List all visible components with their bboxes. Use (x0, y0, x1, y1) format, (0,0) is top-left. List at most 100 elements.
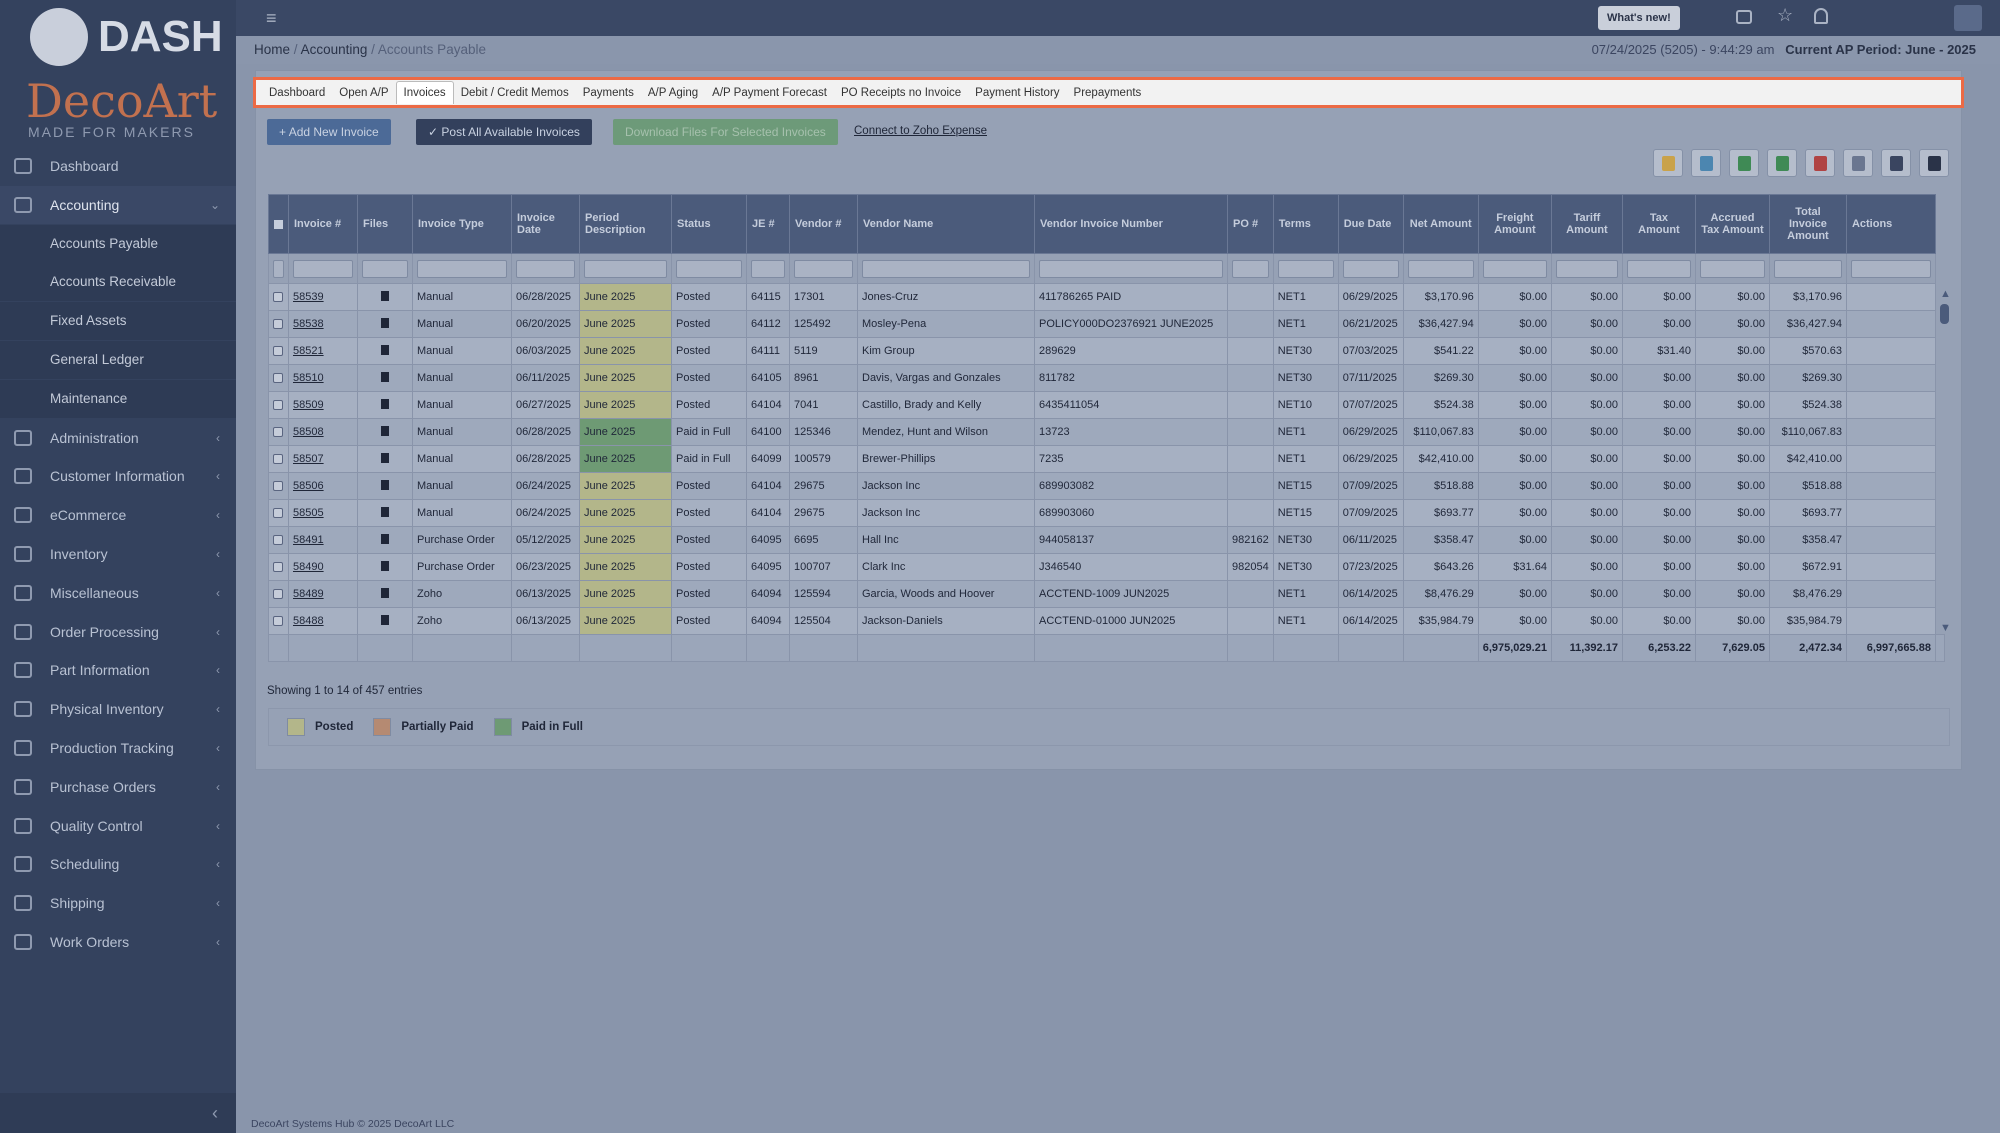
column-header[interactable]: Invoice # (288, 194, 358, 254)
tool-button[interactable] (1691, 149, 1721, 177)
filter-input[interactable] (676, 259, 742, 278)
collapse[interactable]: ‹ (0, 1093, 236, 1133)
filter-input[interactable] (751, 259, 785, 278)
select-all[interactable] (268, 194, 289, 254)
tool-button[interactable] (1729, 149, 1759, 177)
menu-item[interactable]: Purchase Orders ‹ (0, 768, 236, 806)
tab[interactable]: Invoices (395, 81, 454, 104)
invoice-link[interactable]: 58521 (293, 345, 324, 357)
file-icon[interactable] (381, 560, 389, 571)
filter-input[interactable] (1039, 259, 1223, 278)
menu-item[interactable]: Quality Control ‹ (0, 807, 236, 845)
post-invoices[interactable]: ✓ Post All Available Invoices (416, 119, 592, 145)
file-icon[interactable] (381, 425, 389, 436)
tool-button[interactable] (1919, 149, 1949, 177)
column-header[interactable]: Vendor Invoice Number (1034, 194, 1228, 254)
filter-input[interactable] (516, 259, 575, 278)
file-icon[interactable] (381, 452, 389, 463)
zoho-link[interactable]: Connect to Zoho Expense (854, 125, 987, 137)
invoice-link[interactable]: 58505 (293, 507, 324, 519)
file-icon[interactable] (381, 290, 389, 301)
menu-item[interactable]: Physical Inventory ‹ (0, 690, 236, 728)
logout[interactable] (1954, 5, 1982, 31)
row-checkbox[interactable] (273, 589, 283, 599)
column-header[interactable]: Files (357, 194, 413, 254)
tool-button[interactable] (1767, 149, 1797, 177)
filter-input[interactable] (794, 259, 853, 278)
file-icon[interactable] (381, 398, 389, 409)
invoice-link[interactable]: 58506 (293, 480, 324, 492)
submenu-item[interactable]: Accounts Receivable (0, 263, 236, 302)
invoice-link[interactable]: 58510 (293, 372, 324, 384)
column-header[interactable]: Invoice Date (511, 194, 580, 254)
filter-input[interactable] (362, 259, 408, 278)
column-header[interactable]: Tariff Amount (1550, 194, 1623, 254)
file-icon[interactable] (381, 587, 389, 598)
column-header[interactable]: Accrued Tax Amount (1694, 194, 1770, 254)
filter-input[interactable] (273, 259, 284, 278)
filter-input[interactable] (1407, 259, 1474, 278)
filter-input[interactable] (417, 259, 507, 278)
column-header[interactable]: Due Date (1337, 194, 1404, 254)
invoice-link[interactable]: 58509 (293, 399, 324, 411)
filter-input[interactable] (584, 259, 667, 278)
column-header[interactable]: Invoice Type (412, 194, 512, 254)
crumb[interactable]: Home (254, 42, 291, 57)
file-icon[interactable] (381, 344, 389, 355)
row-checkbox[interactable] (273, 481, 283, 491)
column-header[interactable]: Vendor Name (857, 194, 1035, 254)
menu-item[interactable]: Inventory ‹ (0, 535, 236, 573)
file-icon[interactable] (381, 479, 389, 490)
tab[interactable]: A/P Aging (647, 86, 699, 99)
tab[interactable]: Prepayments (1073, 86, 1142, 99)
filter-input[interactable] (293, 259, 353, 278)
row-checkbox[interactable] (273, 535, 283, 545)
menu-item[interactable]: Accounting ⌄ (0, 185, 236, 224)
tab[interactable]: Payments (582, 86, 634, 99)
row-checkbox[interactable] (273, 454, 283, 464)
submenu-item[interactable]: General Ledger (0, 341, 236, 379)
filter-input[interactable] (1277, 259, 1334, 278)
column-header[interactable]: Tax Amount (1621, 194, 1696, 254)
tab[interactable]: A/P Payment Forecast (712, 86, 827, 99)
submenu-item[interactable]: Maintenance (0, 379, 236, 418)
filter-input[interactable] (1482, 259, 1547, 278)
column-header[interactable]: Period Description (579, 194, 672, 254)
file-icon[interactable] (381, 614, 389, 625)
tab[interactable]: Debit / Credit Memos (460, 86, 569, 99)
file-icon[interactable] (381, 317, 389, 328)
column-header[interactable]: PO # (1227, 194, 1274, 254)
tool-button[interactable] (1653, 149, 1683, 177)
invoice-link[interactable]: 58489 (293, 588, 324, 600)
scroll-up[interactable]: ▲ (1940, 288, 1951, 300)
tab[interactable]: Payment History (975, 86, 1060, 99)
row-checkbox[interactable] (273, 319, 283, 329)
invoice-link[interactable]: 58491 (293, 534, 324, 546)
filter-input[interactable] (862, 259, 1030, 278)
filter-input[interactable] (1699, 259, 1765, 278)
filter-input[interactable] (1342, 259, 1399, 278)
menu-item[interactable]: Administration ‹ (0, 419, 236, 457)
invoice-link[interactable]: 58539 (293, 291, 324, 303)
tab[interactable]: PO Receipts no Invoice (841, 86, 962, 99)
file-icon[interactable] (381, 506, 389, 517)
menu-item[interactable]: Part Information ‹ (0, 651, 236, 689)
submenu-item[interactable]: Fixed Assets (0, 302, 236, 341)
invoice-link[interactable]: 58507 (293, 453, 324, 465)
row-checkbox[interactable] (273, 346, 283, 356)
submenu-item[interactable]: Accounts Payable (0, 224, 236, 263)
menu-item[interactable]: Miscellaneous ‹ (0, 574, 236, 612)
column-header[interactable]: Actions (1845, 194, 1936, 254)
menu-item[interactable]: Dashboard (0, 147, 236, 185)
row-checkbox[interactable] (273, 400, 283, 410)
user-icon[interactable] (1814, 8, 1828, 24)
menu-item[interactable]: Work Orders ‹ (0, 923, 236, 961)
filter-input[interactable] (1232, 259, 1269, 278)
tool-button[interactable] (1843, 149, 1873, 177)
file-icon[interactable] (381, 371, 389, 382)
invoice-link[interactable]: 58538 (293, 318, 324, 330)
invoice-link[interactable]: 58490 (293, 561, 324, 573)
row-checkbox[interactable] (273, 427, 283, 437)
column-header[interactable]: Terms (1272, 194, 1339, 254)
tab[interactable]: Open A/P (339, 86, 389, 99)
